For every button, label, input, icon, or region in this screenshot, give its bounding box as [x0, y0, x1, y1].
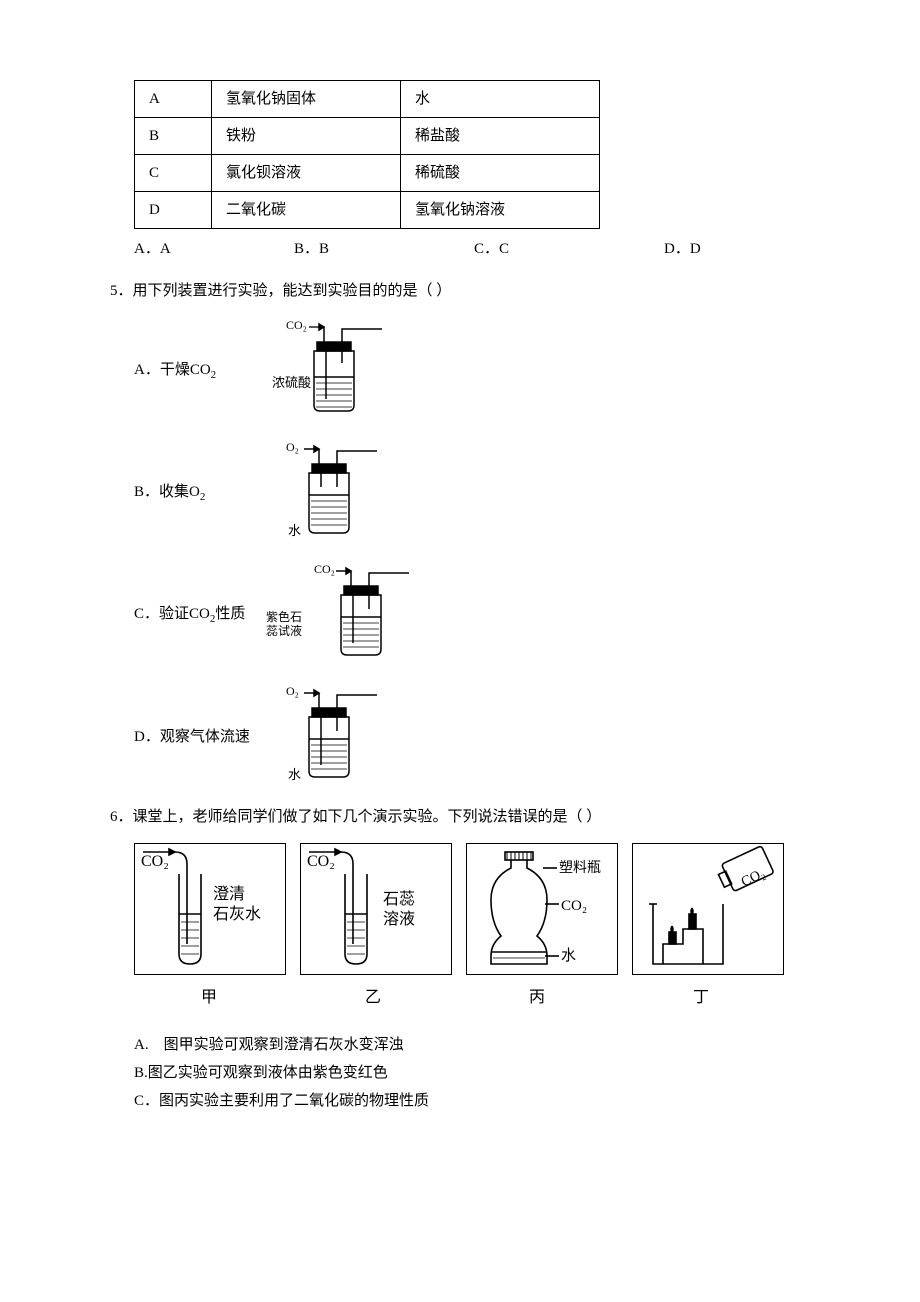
q6-answers: A. 图甲实验可观察到澄清石灰水变浑浊 B.图乙实验可观察到液体由紫色变红色 C…	[134, 1033, 810, 1113]
panel-2: CO₂ 石蕊 溶液	[300, 843, 452, 975]
table-row: B 铁粉 稀盐酸	[135, 118, 600, 155]
gas-label: CO₂	[739, 866, 767, 890]
q5-opt-b: B．收集O2 O₂	[134, 439, 810, 547]
panel-3: 塑料瓶 CO₂ 水	[466, 843, 618, 975]
reagent-table: A 氢氧化钠固体 水 B 铁粉 稀盐酸 C 氯化钡溶液 稀硫酸 D 二氧化碳 氢…	[134, 80, 600, 229]
panel-text-2: 溶液	[383, 910, 415, 928]
q5-stem: 5．用下列装置进行实验，能达到实验目的的是（ ）	[110, 279, 810, 303]
opt-d: D．D	[664, 237, 701, 261]
cell-y: 氯化钡溶液	[212, 155, 401, 192]
q5-opt-c: C．验证CO2性质 CO₂	[134, 561, 810, 669]
liquid-label-1: 紫色石	[266, 610, 302, 624]
apparatus-c-icon: CO₂	[264, 561, 424, 669]
cell-key: A	[135, 81, 212, 118]
cell-key: D	[135, 192, 212, 229]
table-row: A 氢氧化钠固体 水	[135, 81, 600, 118]
opt-a-text: A．干燥CO	[134, 362, 211, 378]
caption-4: 丁	[626, 985, 776, 1011]
gas-label: O₂	[286, 440, 299, 454]
liquid-label-2: 蕊试液	[266, 623, 302, 638]
opt-a-label: A．干燥CO2	[134, 358, 264, 385]
subscript: 2	[200, 491, 206, 503]
apparatus-b-icon: O₂	[264, 439, 404, 547]
opt-c-text: C．验证CO	[134, 606, 210, 622]
gas-label: CO₂	[314, 562, 335, 576]
gas-label: CO₂	[307, 853, 335, 870]
apparatus-a-icon: CO₂	[264, 317, 404, 425]
panel-text-1: 石蕊	[383, 890, 415, 908]
cell-y: 氢氧化钠固体	[212, 81, 401, 118]
panel-text-3: 水	[561, 947, 576, 964]
table-row: C 氯化钡溶液 稀硫酸	[135, 155, 600, 192]
caption-3: 丙	[462, 985, 612, 1011]
opt-a: A．A	[134, 237, 294, 261]
table-row: D 二氧化碳 氢氧化钠溶液	[135, 192, 600, 229]
cell-x: 水	[401, 81, 600, 118]
cell-x: 氢氧化钠溶液	[401, 192, 600, 229]
apparatus-d-icon: O₂	[264, 683, 404, 791]
liquid-label: 水	[288, 767, 301, 782]
panel-1: CO₂ 澄清 石灰水	[134, 843, 286, 975]
liquid-label: 水	[288, 523, 301, 538]
q6-panels: CO₂ 澄清 石灰水	[134, 843, 810, 975]
opt-d-label: D．观察气体流速	[134, 725, 264, 749]
liquid-label: 浓硫酸	[272, 375, 311, 390]
cell-y: 铁粉	[212, 118, 401, 155]
opt-b-text: B．收集O	[134, 484, 200, 500]
opt-b: B．B	[294, 237, 474, 261]
panel-text-1: 澄清	[213, 885, 245, 903]
gas-label: CO₂	[141, 853, 169, 870]
opt-c-text2: 性质	[215, 606, 245, 622]
gas-label: CO₂	[286, 318, 307, 332]
panel-text-2: 石灰水	[213, 905, 261, 923]
caption-1: 甲	[134, 985, 284, 1011]
q5-opt-d: D．观察气体流速 O₂	[134, 683, 810, 791]
ans-a: A. 图甲实验可观察到澄清石灰水变浑浊	[134, 1033, 810, 1057]
ans-b: B.图乙实验可观察到液体由紫色变红色	[134, 1061, 810, 1085]
cell-x: 稀硫酸	[401, 155, 600, 192]
q6-stem: 6．课堂上，老师给同学们做了如下几个演示实验。下列说法错误的是（ ）	[110, 805, 810, 829]
opt-c: C．C	[474, 237, 664, 261]
opt-c-label: C．验证CO2性质	[134, 602, 264, 629]
panel-captions: 甲 乙 丙 丁	[134, 985, 810, 1011]
cell-key: C	[135, 155, 212, 192]
panel-text-2: CO₂	[561, 898, 587, 914]
ans-c: C．图丙实验主要利用了二氧化碳的物理性质	[134, 1089, 810, 1113]
q5-opt-a: A．干燥CO2 CO₂	[134, 317, 810, 425]
gas-label: O₂	[286, 684, 299, 698]
panel-text-1: 塑料瓶	[559, 860, 601, 876]
cell-x: 稀盐酸	[401, 118, 600, 155]
opt-b-label: B．收集O2	[134, 480, 264, 507]
panel-4: CO₂	[632, 843, 784, 975]
q4-options: A．A B．B C．C D．D	[134, 237, 810, 261]
cell-key: B	[135, 118, 212, 155]
subscript: 2	[211, 369, 217, 381]
cell-y: 二氧化碳	[212, 192, 401, 229]
caption-2: 乙	[298, 985, 448, 1011]
